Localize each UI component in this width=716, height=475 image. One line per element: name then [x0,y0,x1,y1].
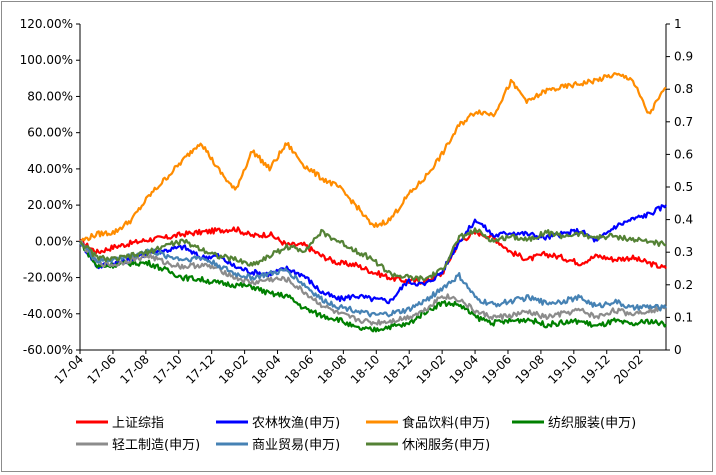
y-right-tick-label: 0 [674,343,682,357]
y-left-tick-label: 20.00% [27,198,73,212]
legend-label-5: 商业贸易(申万) [252,438,340,453]
y-left-tick-label: -20.00% [23,271,73,285]
y-left-tick-label: 60.00% [27,126,73,140]
x-tick-label: 19-08 [512,352,547,387]
x-tick-label: 19-02 [414,352,449,387]
x-tick-label: 18-04 [249,352,284,387]
y-left-tick-label: 100.00% [20,53,73,67]
legend-label-4: 轻工制造(申万) [112,438,200,453]
y-right-tick-label: 1 [674,17,682,31]
y-right-tick-label: 0.8 [674,82,693,96]
series-line-1 [78,204,667,305]
y-left-tick-label: 80.00% [27,89,73,103]
x-tick-label: 19-12 [578,352,613,387]
y-left-tick-label: 0.00% [35,234,73,248]
y-left-tick-label: -40.00% [23,307,73,321]
x-tick-label: 18-12 [381,352,416,387]
x-tick-label: 18-06 [282,352,317,387]
x-tick-label: 18-02 [216,352,251,387]
x-tick-label: 19-06 [480,352,515,387]
y-right-tick-label: 0.4 [674,213,693,227]
y-right-tick-label: 0.5 [674,180,693,194]
x-tick-label: 18-08 [315,352,350,387]
legend-label-3: 纺织服装(申万) [548,416,636,431]
y-left-tick-label: 120.00% [20,17,73,31]
series-line-2 [79,72,667,243]
y-left-tick-label: 40.00% [27,162,73,176]
x-tick-label: 19-04 [447,352,482,387]
y-right-tick-label: 0.6 [674,147,693,161]
series-layer [78,72,667,333]
axes: -60.00% -40.00% -20.00% 0.00% 20.00% 40.00% 60… [20,17,693,387]
x-tick-label: 17-12 [183,352,218,387]
x-tick-label: 19-10 [545,352,580,387]
series-line-6 [79,227,667,282]
x-tick-label: 17-08 [117,352,152,387]
series-line-4 [80,240,667,326]
series-line-5 [78,240,667,318]
y-right-tick-label: 0.7 [674,115,693,129]
x-tick-label: 17-10 [150,352,185,387]
y-right-tick-label: 0.1 [674,310,693,324]
legend-label-6: 休闲服务(申万) [402,437,490,453]
y-right-tick-label: 0.2 [674,278,693,292]
series-line-0 [79,226,667,285]
x-tick-label: 18-10 [348,352,383,387]
legend: 上证综指 农林牧渔(申万) 食品饮料(申万) 纺织服装(申万) 轻工制造(申万) 商业贸易… [76,415,636,453]
y-right-tick-label: 0.3 [674,245,693,259]
y-right-tick-label: 0.9 [674,50,693,64]
x-tick-label: 20-02 [611,352,646,387]
x-tick-label: 17-04 [52,352,87,387]
legend-label-2: 食品饮料(申万) [402,415,490,431]
legend-label-0: 上证综指 [112,416,164,431]
series-line-3 [79,240,667,333]
legend-label-1: 农林牧渔(申万) [252,416,340,431]
y-left-tick-label: -60.00% [23,343,73,357]
x-tick-label: 17-06 [84,352,119,387]
